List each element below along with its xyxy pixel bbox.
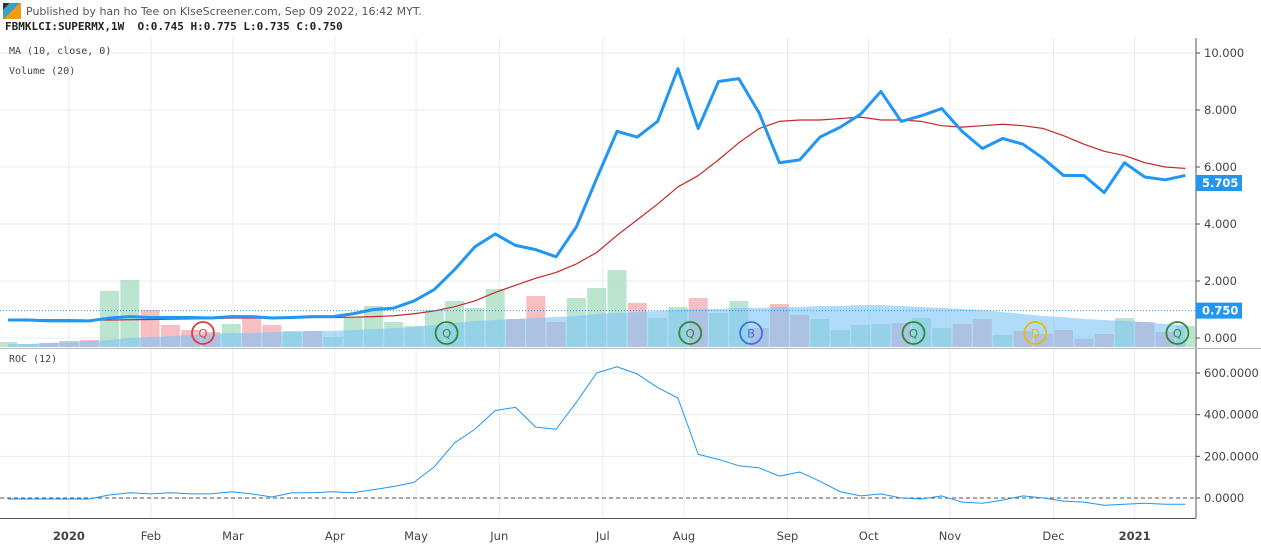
roc-tick-label: 600.0000 xyxy=(1204,366,1259,380)
event-marker-label: Q xyxy=(1173,327,1182,341)
time-axis-label: Apr xyxy=(325,529,345,543)
roc-legend: ROC (12) xyxy=(9,354,58,365)
time-axis-label: Oct xyxy=(859,529,879,543)
time-axis-label: Mar xyxy=(222,529,244,543)
klsescreener-logo-icon xyxy=(3,3,21,19)
event-marker-Q xyxy=(678,321,703,345)
time-axis-label: Jun xyxy=(489,529,508,543)
price-tick-label: 10.000 xyxy=(1204,46,1244,60)
volume-legend: Volume (20) xyxy=(9,66,76,77)
price-tick-label: 0.000 xyxy=(1204,331,1237,345)
time-axis-label: Jul xyxy=(595,529,610,543)
volume-bar xyxy=(120,280,140,347)
time-axis-label: 2021 xyxy=(1119,529,1151,543)
event-marker-label: Q xyxy=(686,327,695,341)
time-axis-label: May xyxy=(404,529,428,543)
roc-tick-label: 0.0000 xyxy=(1204,491,1244,505)
roc-tick-label: 200.0000 xyxy=(1204,449,1259,463)
event-marker-label: Q xyxy=(909,327,918,341)
price-tick-label: 6.000 xyxy=(1204,160,1237,174)
publish-info: Published by han ho Tee on KlseScreener.… xyxy=(3,2,422,20)
event-marker-Q xyxy=(434,321,459,345)
price-axis-bg xyxy=(1196,0,1261,549)
symbol: FBMKLCI:SUPERMX,1W xyxy=(5,20,125,33)
event-marker-label: Q xyxy=(442,327,451,341)
ohlc-values: O:0.745 H:0.775 L:0.735 C:0.750 xyxy=(137,20,343,33)
last-price-label: 5.705 xyxy=(1202,176,1238,190)
price-tick-label: 8.000 xyxy=(1204,103,1237,117)
time-axis-label: Dec xyxy=(1042,529,1064,543)
price-tick-label: 4.000 xyxy=(1204,217,1237,231)
time-axis-label: Aug xyxy=(673,529,695,543)
event-marker-Q xyxy=(1165,321,1190,345)
time-axis-label: Sep xyxy=(777,529,799,543)
published-text: Published by han ho Tee on KlseScreener.… xyxy=(26,4,422,18)
event-marker-Q xyxy=(901,321,926,345)
event-marker-label: B xyxy=(747,327,755,341)
price-tick-label: 2.000 xyxy=(1204,274,1237,288)
symbol-ohlc: FBMKLCI:SUPERMX,1W O:0.745 H:0.775 L:0.7… xyxy=(5,20,343,33)
roc-line xyxy=(8,366,1186,506)
event-marker-B xyxy=(739,321,763,345)
last-close-label-box xyxy=(1196,302,1242,319)
volume-ma-area xyxy=(8,305,1186,347)
event-marker-label: D xyxy=(1031,327,1040,341)
last-close-label: 0.750 xyxy=(1202,304,1238,318)
event-marker-label: Q xyxy=(198,327,207,341)
last-price-label-box xyxy=(1196,175,1242,191)
time-axis-label: 2020 xyxy=(53,529,85,543)
event-marker-D xyxy=(1023,321,1048,345)
time-axis-label: Nov xyxy=(939,529,962,543)
event-marker-Q xyxy=(191,321,215,345)
time-axis-label: Feb xyxy=(141,529,161,543)
price-line xyxy=(8,67,1186,323)
ma-legend: MA (10, close, 0) xyxy=(9,46,112,57)
roc-tick-label: 400.0000 xyxy=(1204,408,1259,422)
